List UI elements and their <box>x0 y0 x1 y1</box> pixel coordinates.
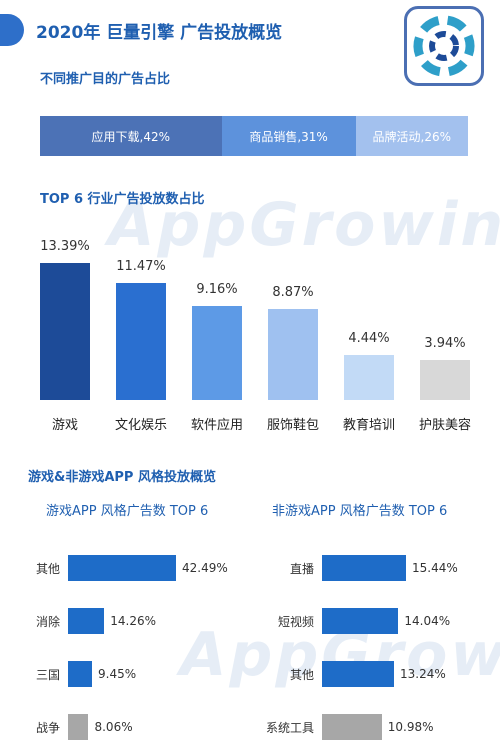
industry-category-label: 教育培训 <box>342 418 395 433</box>
subtitle-game-style: 游戏APP 风格广告数 TOP 6 <box>46 504 209 519</box>
brand-logo <box>404 6 484 86</box>
style-value-label: 14.26% <box>110 614 156 628</box>
watermark: AppGrowing <box>108 190 500 260</box>
industry-bar <box>116 282 166 400</box>
purpose-stacked-bar: 应用下载,42% 商品销售,31% 品牌活动,26% <box>40 116 468 156</box>
style-value-label: 13.24% <box>400 667 446 681</box>
style-category-label: 消除 <box>35 615 60 629</box>
style-category-label: 战争 <box>35 721 60 735</box>
style-bar <box>68 555 176 581</box>
purpose-segment: 商品销售,31% <box>221 116 356 156</box>
style-value-label: 8.06% <box>94 720 133 734</box>
style-value-label: 14.04% <box>404 614 451 628</box>
page-title: 2020年 巨量引擎 广告投放概览 <box>36 23 283 43</box>
industry-category-label: 服饰鞋包 <box>266 418 319 433</box>
purpose-segment: 品牌活动,26% <box>355 116 468 156</box>
industry-value-label: 11.47% <box>116 258 166 274</box>
title-accent-pill <box>0 14 24 46</box>
industry-value-label: 4.44% <box>348 330 390 346</box>
section-title-industry: TOP 6 行业广告投放数占比 <box>40 192 205 207</box>
industry-bar <box>192 306 242 400</box>
industry-bar <box>40 263 90 400</box>
style-value-label: 15.44% <box>412 561 458 575</box>
industry-value-label: 3.94% <box>424 335 466 351</box>
style-bar <box>68 714 89 740</box>
style-category-label: 三国 <box>35 668 60 682</box>
industry-category-label: 护肤美容 <box>418 418 471 433</box>
section-title-style: 游戏&非游戏APP 风格投放概览 <box>28 470 216 485</box>
industry-bar <box>420 359 470 400</box>
style-bar <box>322 661 395 687</box>
style-category-label: 直播 <box>289 562 314 576</box>
style-category-label: 短视频 <box>277 615 314 629</box>
industry-category-label: 文化娱乐 <box>114 418 167 433</box>
subtitle-nongame-style: 非游戏APP 风格广告数 TOP 6 <box>272 504 448 519</box>
style-bar <box>322 608 399 634</box>
industry-bar <box>268 309 318 400</box>
industry-category-label: 游戏 <box>51 418 78 433</box>
style-bar <box>322 714 382 740</box>
brand-logo-mark <box>413 15 475 77</box>
style-bar <box>68 661 93 687</box>
section-title-purpose: 不同推广目的广告占比 <box>40 72 171 87</box>
style-category-label: 其他 <box>289 668 314 682</box>
industry-value-label: 8.87% <box>272 285 314 301</box>
industry-bar <box>344 354 394 400</box>
style-bar <box>322 555 406 581</box>
style-category-label: 其他 <box>35 562 60 576</box>
industry-category-label: 软件应用 <box>190 418 243 433</box>
style-value-label: 42.49% <box>182 561 228 575</box>
style-value-label: 10.98% <box>387 720 434 734</box>
industry-value-label: 13.39% <box>40 239 90 254</box>
style-bar <box>68 608 105 634</box>
purpose-segment: 应用下载,42% <box>40 116 222 156</box>
industry-value-label: 9.16% <box>196 282 238 298</box>
style-category-label: 系统工具 <box>265 721 314 735</box>
style-value-label: 9.45% <box>98 667 137 681</box>
